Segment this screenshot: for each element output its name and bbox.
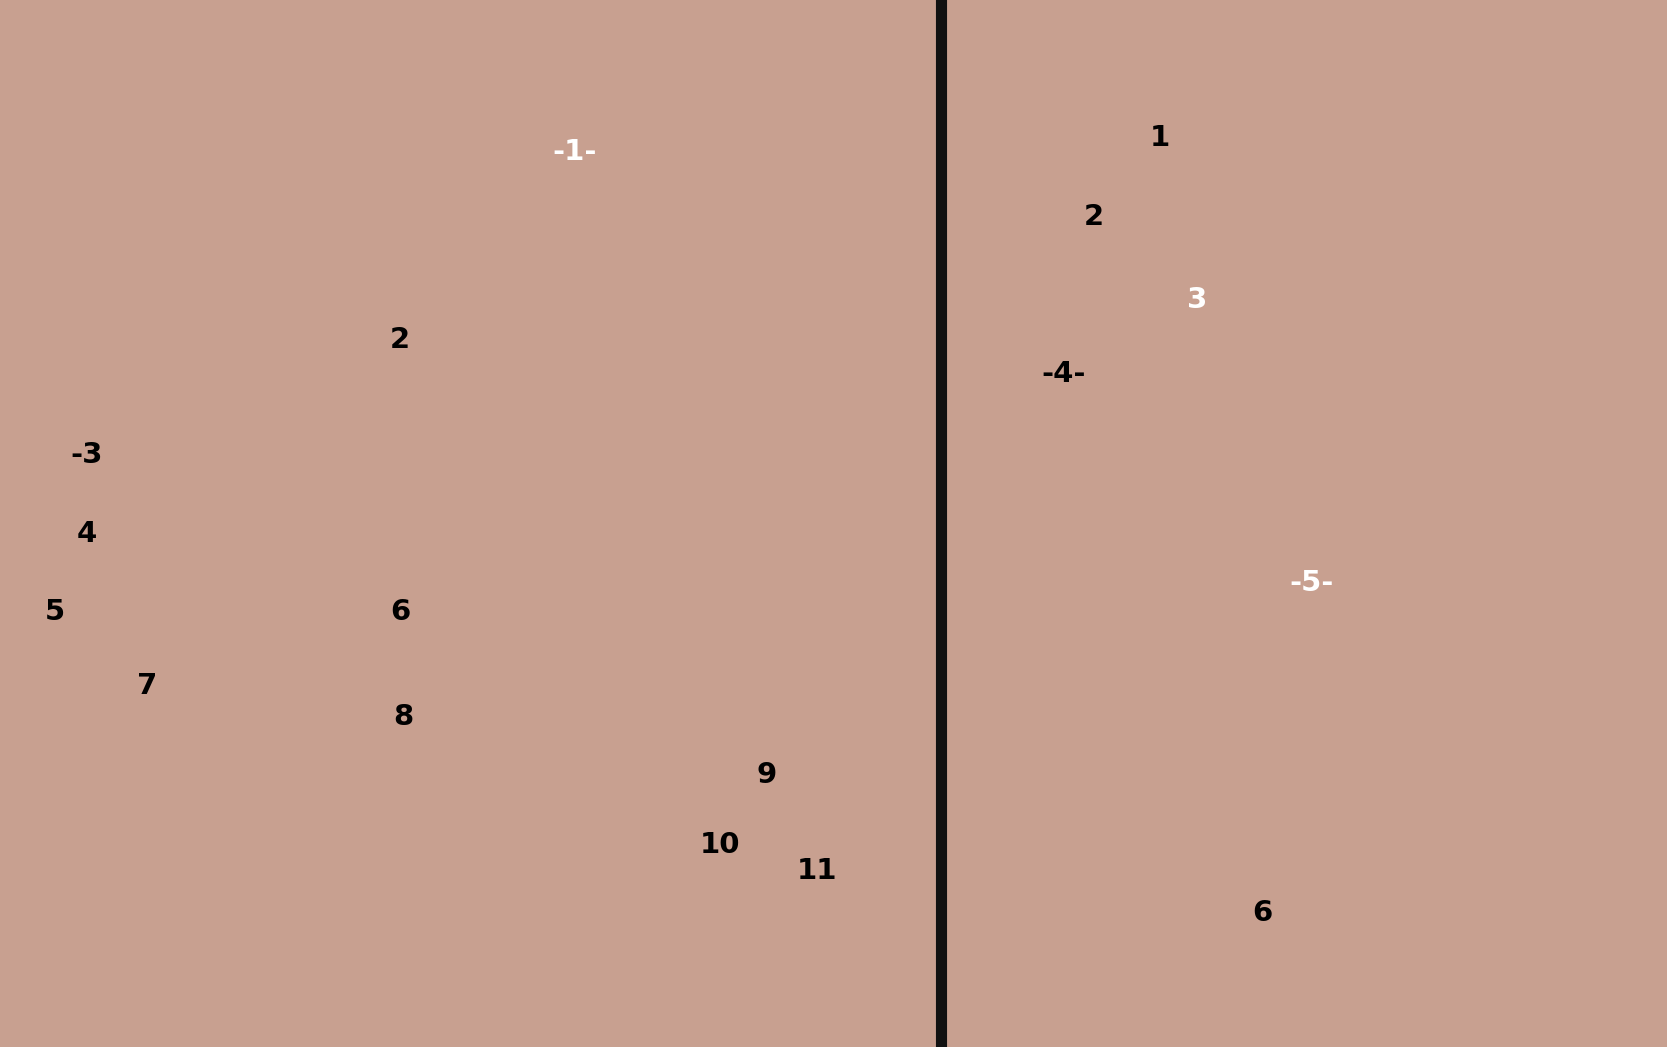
Text: -1-: -1- (553, 138, 597, 165)
Text: 6: 6 (1252, 899, 1272, 927)
Text: 2: 2 (1084, 203, 1104, 230)
Text: 9: 9 (757, 761, 777, 788)
Text: -3: -3 (70, 442, 103, 469)
Text: 10: 10 (700, 831, 740, 859)
Text: 1: 1 (1150, 125, 1170, 152)
Text: -4-: -4- (1042, 360, 1085, 387)
Text: 2: 2 (390, 327, 410, 354)
Text: 6: 6 (390, 599, 410, 626)
Text: 11: 11 (797, 857, 837, 885)
Text: 3: 3 (1187, 287, 1207, 314)
Text: 5: 5 (45, 599, 65, 626)
Bar (0, 0, 940, 1047)
Text: 4: 4 (77, 520, 97, 548)
Bar (940, 0, 1667, 1047)
Text: -5-: -5- (1290, 570, 1334, 597)
Text: 8: 8 (393, 704, 413, 731)
Text: 7: 7 (137, 672, 157, 699)
